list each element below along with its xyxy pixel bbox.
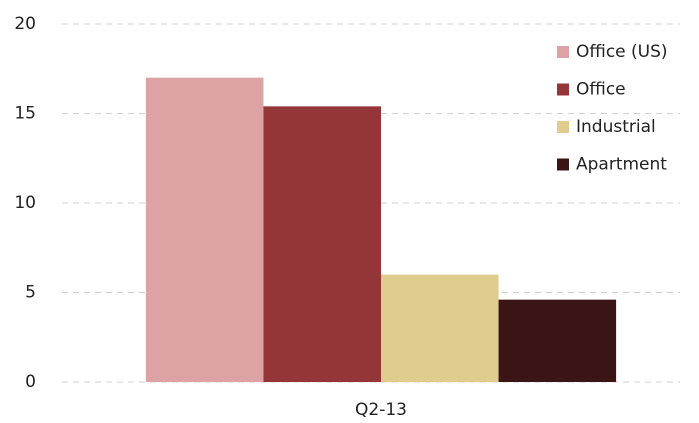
legend-label: Office — [576, 80, 626, 100]
bar — [498, 299, 617, 382]
legend-label: Apartment — [576, 155, 667, 175]
legend-swatch — [557, 46, 569, 58]
y-tick-label: 15 — [14, 104, 36, 124]
legend-label: Office (US) — [576, 42, 668, 62]
bar — [145, 77, 264, 382]
x-tick-label: Q2-13 — [355, 400, 407, 420]
legend-swatch — [557, 121, 569, 133]
y-tick-label: 10 — [14, 193, 36, 213]
bar — [263, 106, 381, 382]
legend-swatch — [557, 83, 569, 96]
y-tick-label: 20 — [14, 14, 36, 34]
y-tick-label: 5 — [25, 283, 36, 303]
y-tick-label: 0 — [25, 372, 36, 392]
legend-swatch — [557, 158, 569, 171]
legend-label: Industrial — [576, 117, 656, 137]
bar — [381, 274, 499, 382]
